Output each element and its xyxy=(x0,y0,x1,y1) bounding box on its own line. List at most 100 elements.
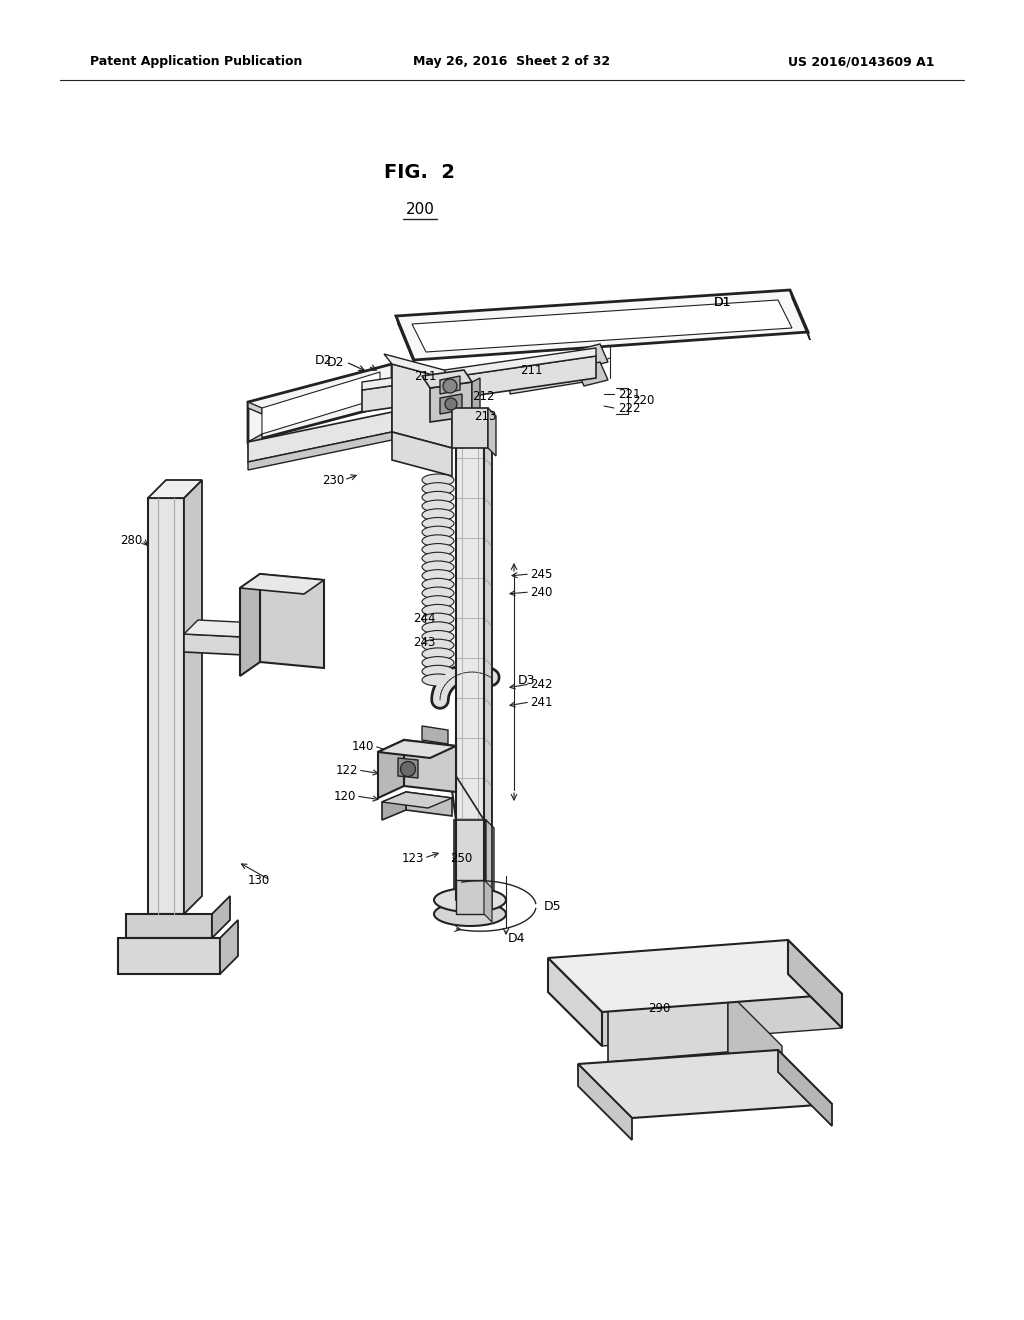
Polygon shape xyxy=(422,726,449,744)
Text: US 2016/0143609 A1: US 2016/0143609 A1 xyxy=(787,55,934,69)
Text: May 26, 2016  Sheet 2 of 32: May 26, 2016 Sheet 2 of 32 xyxy=(414,55,610,69)
Polygon shape xyxy=(575,362,608,385)
Polygon shape xyxy=(484,880,492,921)
Ellipse shape xyxy=(422,491,454,503)
Text: 200: 200 xyxy=(406,202,434,218)
Polygon shape xyxy=(248,403,262,414)
Polygon shape xyxy=(778,1049,831,1126)
Polygon shape xyxy=(398,758,418,777)
Ellipse shape xyxy=(422,605,454,616)
Polygon shape xyxy=(510,358,596,393)
Text: D2: D2 xyxy=(314,354,332,367)
Polygon shape xyxy=(378,741,404,799)
Ellipse shape xyxy=(422,500,454,512)
Polygon shape xyxy=(126,913,212,939)
Polygon shape xyxy=(406,792,452,816)
Polygon shape xyxy=(790,290,810,341)
Text: 213: 213 xyxy=(474,409,497,422)
Text: Patent Application Publication: Patent Application Publication xyxy=(90,55,302,69)
Text: 123: 123 xyxy=(401,851,424,865)
Text: D2: D2 xyxy=(327,355,344,368)
Polygon shape xyxy=(456,880,484,913)
Polygon shape xyxy=(212,896,230,939)
Text: 241: 241 xyxy=(530,696,553,709)
Polygon shape xyxy=(440,376,460,393)
Ellipse shape xyxy=(434,902,506,927)
Text: 220: 220 xyxy=(632,393,654,407)
Polygon shape xyxy=(382,792,406,820)
Circle shape xyxy=(445,399,457,411)
Ellipse shape xyxy=(422,656,454,669)
Polygon shape xyxy=(404,741,456,792)
Polygon shape xyxy=(422,370,472,388)
Polygon shape xyxy=(248,364,392,442)
Text: 222: 222 xyxy=(618,401,640,414)
Circle shape xyxy=(443,379,457,393)
Polygon shape xyxy=(548,940,842,1012)
Polygon shape xyxy=(248,412,392,462)
Text: 130: 130 xyxy=(248,874,270,887)
Ellipse shape xyxy=(422,508,454,521)
Ellipse shape xyxy=(422,578,454,590)
Text: D3: D3 xyxy=(518,673,536,686)
Polygon shape xyxy=(392,432,452,477)
Ellipse shape xyxy=(422,570,454,582)
Text: 240: 240 xyxy=(530,586,552,598)
Text: 122: 122 xyxy=(336,763,358,776)
Circle shape xyxy=(400,762,416,776)
Text: 211: 211 xyxy=(520,363,543,376)
Polygon shape xyxy=(148,498,184,913)
Polygon shape xyxy=(262,372,380,434)
Ellipse shape xyxy=(422,483,454,495)
Polygon shape xyxy=(260,574,324,668)
Ellipse shape xyxy=(422,648,454,660)
Polygon shape xyxy=(608,993,728,1063)
Text: D1: D1 xyxy=(714,296,731,309)
Polygon shape xyxy=(548,958,602,1045)
Ellipse shape xyxy=(422,561,454,573)
Polygon shape xyxy=(378,741,456,758)
Polygon shape xyxy=(578,1064,632,1140)
Polygon shape xyxy=(148,480,202,498)
Polygon shape xyxy=(248,432,392,470)
Polygon shape xyxy=(430,381,472,422)
Ellipse shape xyxy=(422,639,454,651)
Text: 245: 245 xyxy=(530,568,552,581)
Text: 211: 211 xyxy=(414,370,436,383)
Text: 140: 140 xyxy=(351,739,374,752)
Polygon shape xyxy=(362,356,596,412)
Polygon shape xyxy=(184,620,278,638)
Ellipse shape xyxy=(422,587,454,599)
Ellipse shape xyxy=(422,612,454,626)
Text: 212: 212 xyxy=(472,389,495,403)
Ellipse shape xyxy=(422,535,454,546)
Text: 250: 250 xyxy=(450,851,472,865)
Text: 221: 221 xyxy=(618,388,640,400)
Polygon shape xyxy=(454,820,486,900)
Polygon shape xyxy=(184,634,264,656)
Polygon shape xyxy=(184,480,202,913)
Polygon shape xyxy=(382,792,452,808)
Ellipse shape xyxy=(422,552,454,564)
Ellipse shape xyxy=(422,665,454,677)
Polygon shape xyxy=(248,434,262,447)
Polygon shape xyxy=(396,315,416,368)
Text: D5: D5 xyxy=(544,899,561,912)
Polygon shape xyxy=(220,920,238,974)
Ellipse shape xyxy=(422,474,454,486)
Ellipse shape xyxy=(422,631,454,643)
Polygon shape xyxy=(578,1049,831,1118)
Ellipse shape xyxy=(434,888,506,912)
Polygon shape xyxy=(240,574,260,676)
Polygon shape xyxy=(488,408,496,455)
Polygon shape xyxy=(788,940,842,1028)
Ellipse shape xyxy=(422,544,454,556)
Polygon shape xyxy=(362,348,596,389)
Polygon shape xyxy=(575,345,608,368)
Text: 290: 290 xyxy=(648,1002,671,1015)
Polygon shape xyxy=(456,418,484,900)
Text: D4: D4 xyxy=(508,932,525,945)
Text: 244: 244 xyxy=(414,611,436,624)
Text: 280: 280 xyxy=(120,533,142,546)
Ellipse shape xyxy=(422,595,454,607)
